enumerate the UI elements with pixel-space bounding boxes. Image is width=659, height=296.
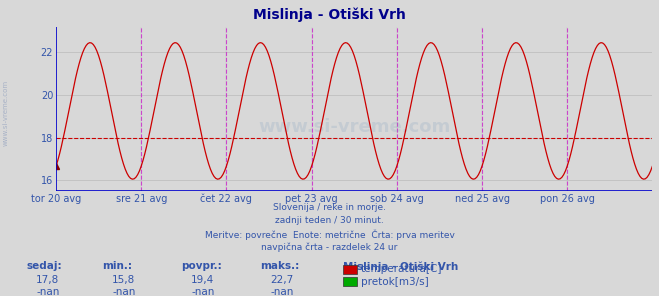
Text: 22,7: 22,7 xyxy=(270,275,293,285)
Text: pretok[m3/s]: pretok[m3/s] xyxy=(361,277,429,287)
Text: povpr.:: povpr.: xyxy=(181,261,222,271)
Text: Mislinja - Otiški Vrh: Mislinja - Otiški Vrh xyxy=(253,7,406,22)
Text: 17,8: 17,8 xyxy=(36,275,59,285)
Text: zadnji teden / 30 minut.: zadnji teden / 30 minut. xyxy=(275,216,384,225)
Text: 19,4: 19,4 xyxy=(191,275,214,285)
Text: -nan: -nan xyxy=(270,287,293,296)
Text: min.:: min.: xyxy=(102,261,132,271)
Text: navpična črta - razdelek 24 ur: navpična črta - razdelek 24 ur xyxy=(262,243,397,252)
Text: -nan: -nan xyxy=(36,287,59,296)
Text: sedaj:: sedaj: xyxy=(26,261,62,271)
Text: Meritve: povrečne  Enote: metrične  Črta: prva meritev: Meritve: povrečne Enote: metrične Črta: … xyxy=(204,229,455,240)
Text: temperatura[C]: temperatura[C] xyxy=(361,264,443,274)
Text: www.si-vreme.com: www.si-vreme.com xyxy=(2,79,9,146)
Text: www.si-vreme.com: www.si-vreme.com xyxy=(258,118,450,136)
Text: -nan: -nan xyxy=(112,287,135,296)
Text: -nan: -nan xyxy=(191,287,214,296)
Text: Slovenija / reke in morje.: Slovenija / reke in morje. xyxy=(273,203,386,212)
Text: maks.:: maks.: xyxy=(260,261,300,271)
Text: Mislinja - Otiški Vrh: Mislinja - Otiški Vrh xyxy=(343,261,458,271)
Text: 15,8: 15,8 xyxy=(112,275,135,285)
